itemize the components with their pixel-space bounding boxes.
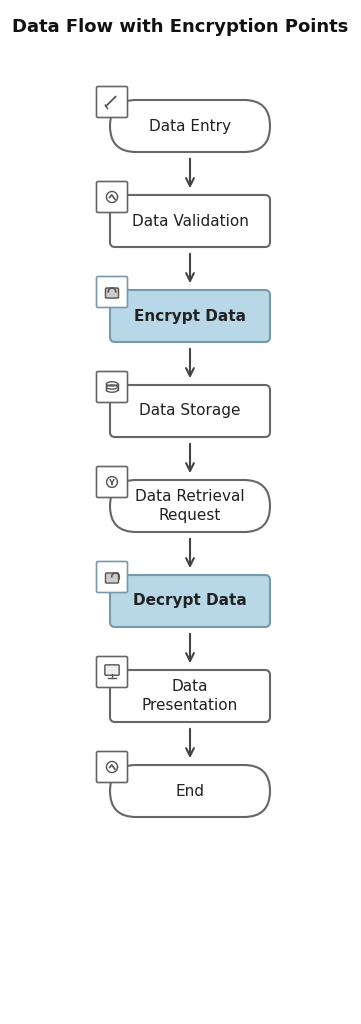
- FancyBboxPatch shape: [110, 480, 270, 532]
- FancyBboxPatch shape: [110, 670, 270, 722]
- FancyBboxPatch shape: [110, 575, 270, 627]
- Text: Decrypt Data: Decrypt Data: [133, 594, 247, 608]
- Text: Encrypt Data: Encrypt Data: [134, 308, 246, 324]
- FancyBboxPatch shape: [96, 752, 127, 782]
- FancyBboxPatch shape: [110, 195, 270, 247]
- FancyBboxPatch shape: [110, 290, 270, 342]
- Text: Data Flow with Encryption Points: Data Flow with Encryption Points: [12, 18, 349, 36]
- FancyBboxPatch shape: [110, 100, 270, 152]
- FancyBboxPatch shape: [105, 665, 119, 675]
- Text: Data Retrieval
Request: Data Retrieval Request: [135, 489, 245, 523]
- FancyBboxPatch shape: [96, 86, 127, 118]
- Text: End: End: [175, 783, 204, 799]
- FancyBboxPatch shape: [96, 276, 127, 307]
- FancyBboxPatch shape: [96, 467, 127, 498]
- FancyBboxPatch shape: [105, 573, 118, 583]
- Text: Data Entry: Data Entry: [149, 119, 231, 133]
- FancyBboxPatch shape: [110, 765, 270, 817]
- FancyBboxPatch shape: [110, 385, 270, 437]
- FancyBboxPatch shape: [96, 181, 127, 213]
- FancyBboxPatch shape: [96, 561, 127, 593]
- Text: Data Storage: Data Storage: [139, 403, 241, 419]
- FancyBboxPatch shape: [96, 656, 127, 687]
- Text: Data
Presentation: Data Presentation: [142, 679, 238, 713]
- Text: Data Validation: Data Validation: [131, 213, 248, 228]
- FancyBboxPatch shape: [105, 288, 118, 298]
- FancyBboxPatch shape: [96, 372, 127, 402]
